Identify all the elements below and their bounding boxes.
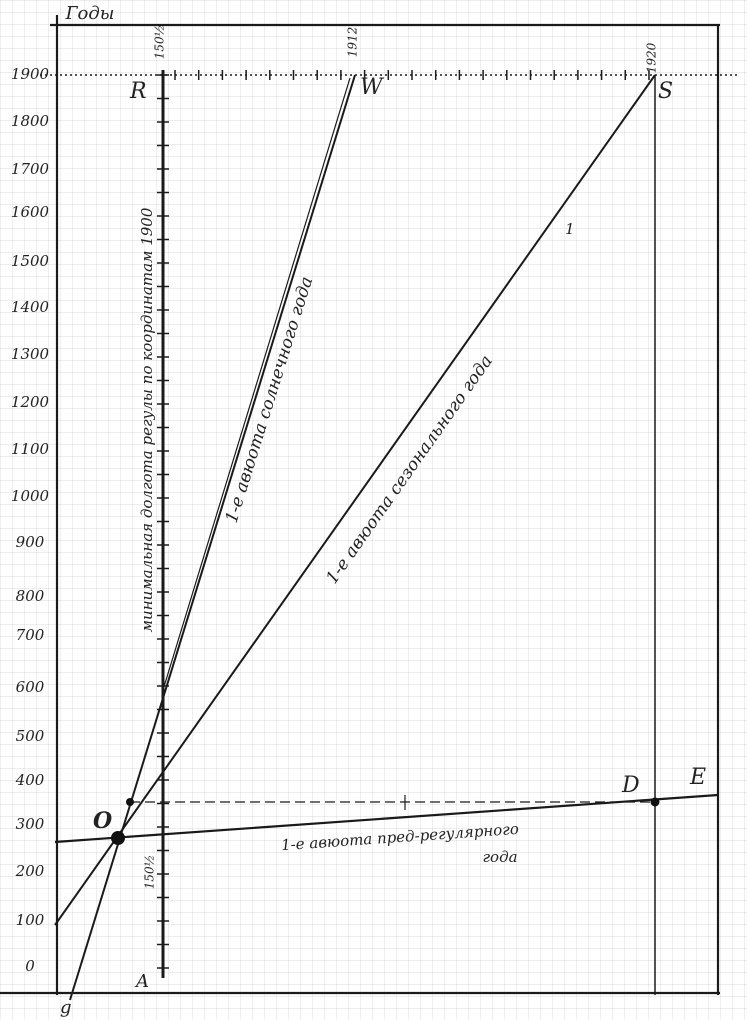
top-label: 1912 bbox=[346, 27, 360, 58]
y-labels: 1900180017001600150014001300120011001000… bbox=[11, 65, 50, 975]
y-label: 1300 bbox=[11, 345, 50, 363]
y-label: 1600 bbox=[11, 203, 50, 221]
y-label: 300 bbox=[16, 815, 45, 833]
y-label: 1200 bbox=[11, 393, 50, 411]
bottom-label: 150½ bbox=[143, 855, 157, 890]
y-label: 100 bbox=[16, 911, 45, 929]
line-label: года bbox=[482, 848, 517, 866]
point-label: R bbox=[129, 79, 147, 104]
solar-line bbox=[69, 74, 356, 1001]
solar-line-double bbox=[162, 77, 351, 691]
frame bbox=[0, 15, 720, 995]
y-label: 500 bbox=[16, 727, 45, 745]
y-label: 1000 bbox=[11, 487, 50, 505]
mark: 1 bbox=[565, 220, 575, 238]
point-o bbox=[111, 831, 125, 845]
axis-caption: минимальная долгота регулы по координата… bbox=[138, 207, 156, 632]
preregular-line bbox=[54, 793, 719, 844]
y-label: 1900 bbox=[11, 65, 50, 83]
point-label: g bbox=[60, 997, 72, 1018]
axis-ticks bbox=[157, 70, 650, 969]
y-label: 1100 bbox=[11, 440, 50, 458]
y-label: 1700 bbox=[11, 160, 50, 178]
y-label: 900 bbox=[16, 533, 45, 551]
title: Годы bbox=[65, 3, 115, 24]
point-label: O bbox=[93, 808, 112, 834]
top-label: 1920 bbox=[645, 42, 659, 73]
y-label: 700 bbox=[16, 626, 45, 644]
point-d bbox=[650, 797, 660, 807]
point-label: S bbox=[658, 79, 673, 104]
y-label: 600 bbox=[16, 678, 45, 696]
point-label: A bbox=[134, 971, 149, 992]
top-label: 150½ bbox=[153, 25, 167, 60]
point bbox=[126, 798, 134, 806]
point-label: D bbox=[621, 773, 640, 798]
y-label: 1500 bbox=[11, 252, 50, 270]
point-label: W bbox=[360, 75, 385, 100]
y-label: 1400 bbox=[11, 298, 50, 316]
y-label: 400 bbox=[15, 771, 45, 789]
seasonal-line bbox=[54, 74, 656, 926]
y-label: 800 bbox=[16, 587, 45, 605]
point-label: E bbox=[689, 765, 706, 790]
y-label: 1800 bbox=[11, 112, 50, 130]
y-label: 200 bbox=[15, 862, 45, 880]
y-label: 0 bbox=[25, 957, 35, 975]
